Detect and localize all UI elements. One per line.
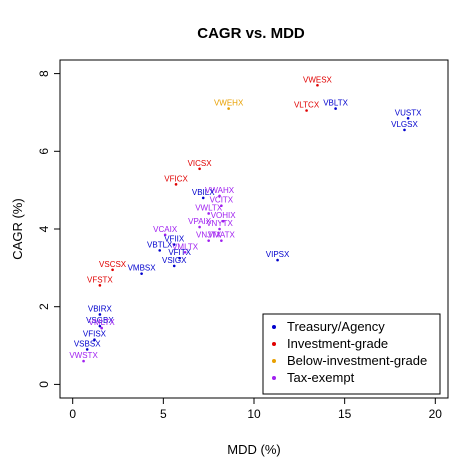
- data-point: [82, 359, 85, 363]
- data-point: [163, 233, 167, 237]
- data-point: [316, 83, 319, 87]
- point-label: VMBSX: [128, 264, 157, 273]
- legend-label: Treasury/Agency: [287, 319, 385, 334]
- point-label: VICSX: [188, 159, 213, 168]
- data-point: [305, 109, 308, 112]
- data-point: [201, 196, 205, 200]
- data-point: [406, 116, 410, 120]
- legend: Treasury/Agency Investment-grade Below-inv…: [262, 313, 441, 395]
- point-label: VWSTX: [69, 351, 98, 360]
- point-label: VIPSX: [266, 250, 290, 259]
- y-tick-label: 6: [37, 148, 51, 155]
- x-tick-label: 10: [247, 407, 261, 421]
- data-point: [220, 204, 223, 207]
- point-label: VWLTX: [195, 203, 223, 212]
- data-point: [98, 324, 102, 328]
- x-tick-label: 20: [429, 407, 443, 421]
- point-label: VCAIX: [153, 225, 178, 234]
- legend-marker: [272, 342, 276, 346]
- point-label: VSBSX: [74, 339, 101, 348]
- point-label: VBIRX: [88, 304, 113, 313]
- data-point: [98, 313, 102, 316]
- data-point: [140, 272, 143, 275]
- data-point: [218, 227, 221, 231]
- point-label: VWAHX: [205, 186, 235, 195]
- data-point: [220, 239, 223, 242]
- point-label: VNJTX: [196, 231, 222, 240]
- legend-label: Investment-grade: [287, 336, 388, 351]
- point-label: VFISX: [83, 330, 107, 339]
- point-label: VMATX: [208, 231, 236, 240]
- point-label: VCITX: [210, 196, 234, 205]
- point-label: VMLTX: [89, 318, 116, 327]
- x-axis: 0 5 10 15 20: [69, 398, 442, 421]
- data-point: [221, 219, 225, 223]
- data-point: [207, 239, 210, 242]
- x-tick-label: 15: [338, 407, 352, 421]
- data-point: [183, 251, 187, 254]
- data-point: [207, 212, 210, 215]
- data-point: [172, 243, 176, 246]
- y-axis: 0 2 4 6 8: [37, 70, 60, 388]
- point-label: VFITX: [168, 248, 191, 257]
- point-label: VBTLX: [147, 240, 173, 249]
- point-label: VFSTX: [87, 275, 113, 284]
- data-point: [98, 284, 102, 287]
- data-point: [158, 249, 162, 252]
- point-label: VFIIX: [164, 235, 185, 244]
- point-label: VUSTX: [395, 108, 422, 117]
- data-point: [93, 338, 96, 342]
- y-tick-label: 8: [37, 70, 51, 77]
- data-point: [403, 128, 406, 132]
- point-label: VFICX: [164, 174, 188, 183]
- y-axis-label: CAGR (%): [10, 198, 25, 259]
- data-point: [111, 268, 114, 272]
- point-label: VWEHX: [214, 99, 244, 108]
- legend-label: Tax-exempt: [287, 370, 355, 385]
- point-label: VSGBX: [86, 316, 114, 325]
- y-tick-label: 4: [37, 225, 51, 232]
- point-label: VMLTX: [172, 242, 199, 251]
- data-point: [227, 107, 230, 110]
- data-point: [172, 264, 176, 268]
- point-label: VWESX: [303, 75, 333, 84]
- data-point: [198, 225, 201, 229]
- data-point: [276, 258, 279, 262]
- data-point: [218, 194, 221, 198]
- point-label: VBLTX: [323, 99, 348, 108]
- y-tick-label: 0: [37, 381, 51, 388]
- point-label: VLGSX: [391, 120, 418, 129]
- point-label: VNYTX: [206, 219, 233, 228]
- data-point: [174, 183, 178, 186]
- y-tick-label: 2: [37, 303, 51, 310]
- x-axis-label: MDD (%): [227, 442, 280, 457]
- point-label: VOHIX: [211, 211, 237, 220]
- data-point: [198, 167, 201, 171]
- data-point: [85, 348, 89, 351]
- x-tick-label: 5: [160, 407, 167, 421]
- point-label: VSIGX: [162, 256, 187, 265]
- legend-label: Below-investment-grade: [287, 353, 427, 368]
- data-point: [334, 107, 337, 110]
- legend-box: [262, 313, 441, 395]
- x-tick-label: 0: [69, 407, 76, 421]
- data-point: [100, 326, 104, 330]
- chart-title: CAGR vs. MDD: [197, 25, 305, 42]
- legend-marker: [272, 359, 276, 363]
- point-label: VLTCX: [294, 101, 320, 110]
- legend-marker: [272, 325, 276, 329]
- point-label: VBILX: [192, 188, 215, 197]
- point-label: VPAIX: [188, 217, 212, 226]
- data-point: [178, 256, 181, 260]
- point-label: VSCSX: [99, 260, 127, 269]
- legend-marker: [272, 376, 276, 380]
